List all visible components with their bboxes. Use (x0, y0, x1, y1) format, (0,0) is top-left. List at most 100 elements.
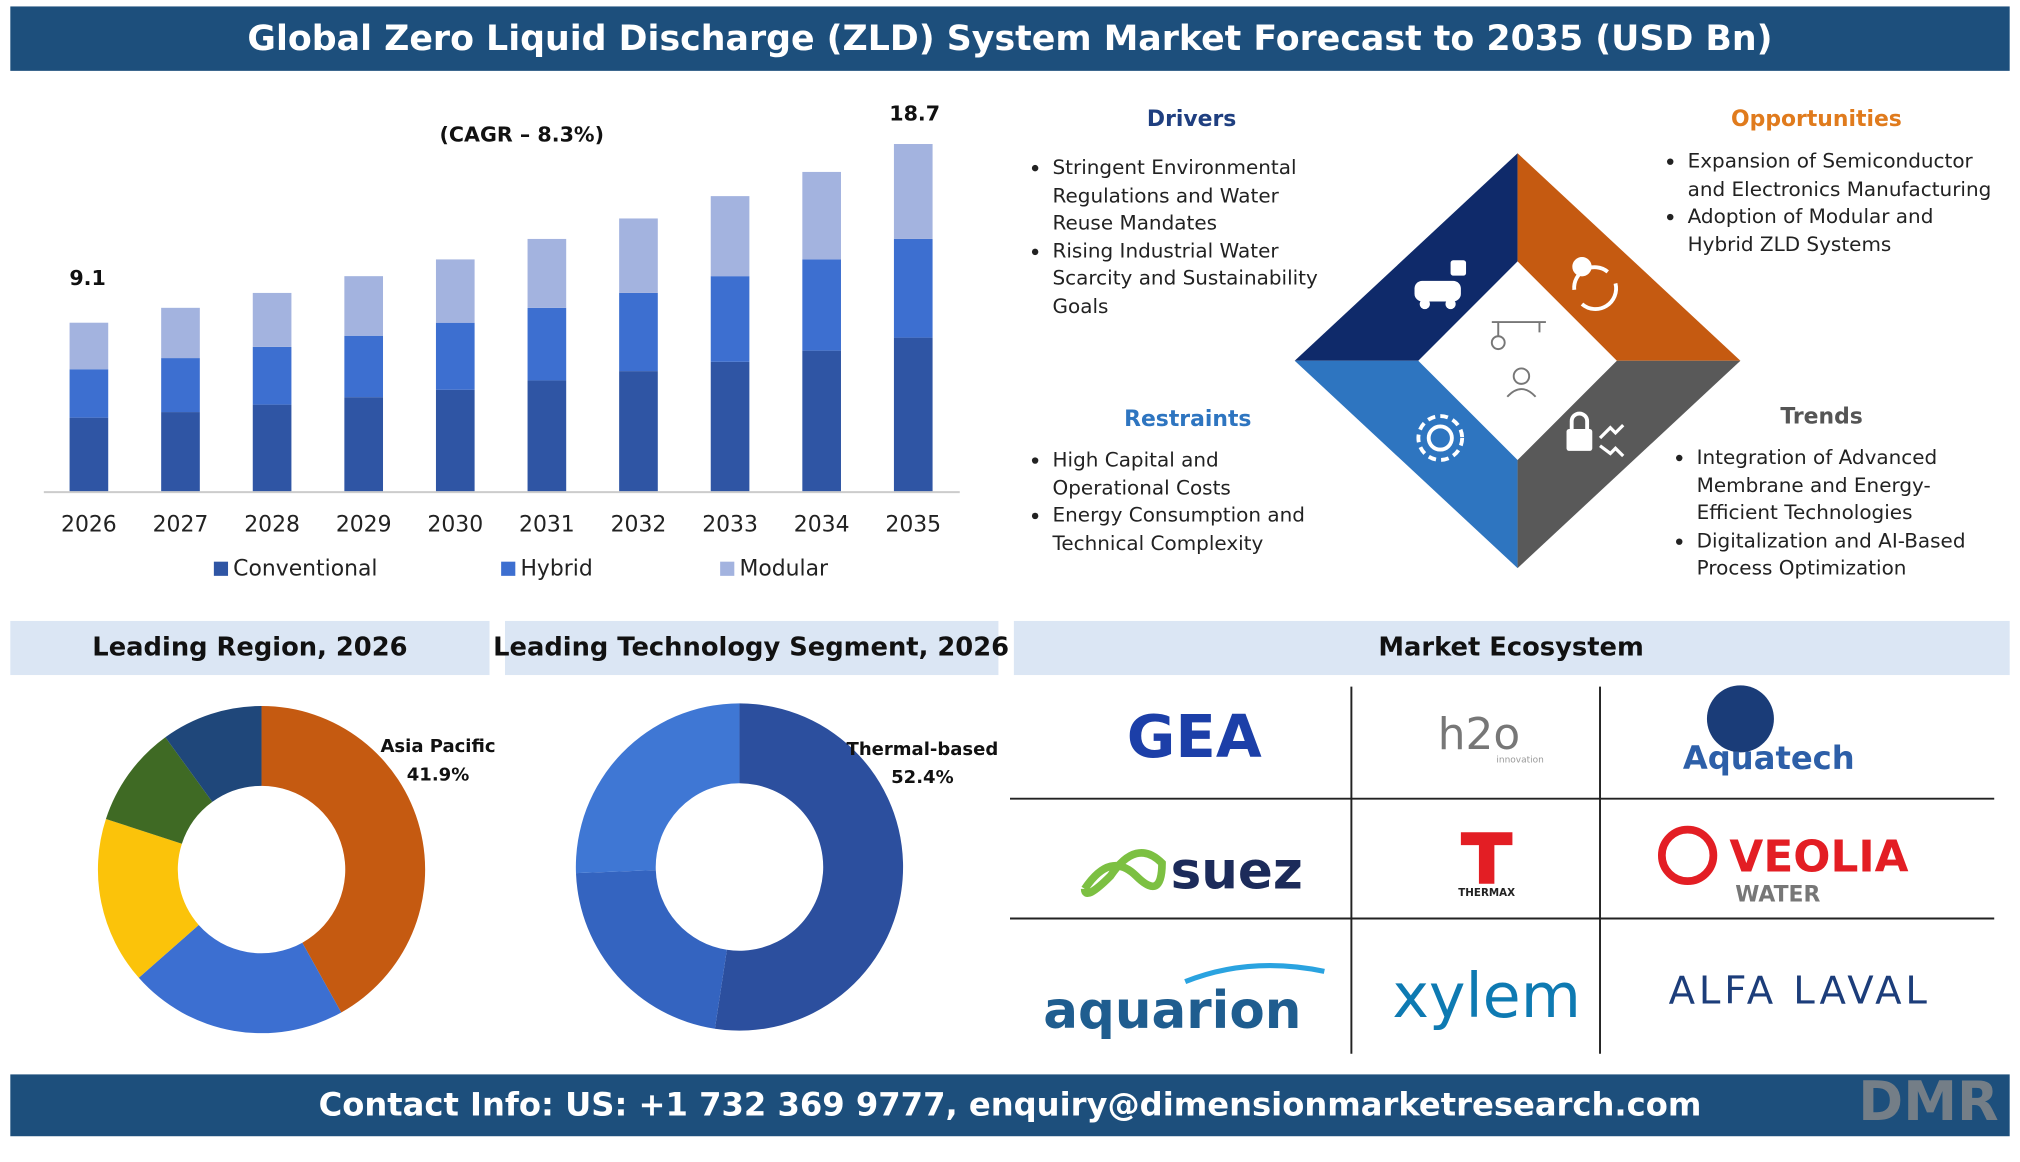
center-icon (1490, 321, 1546, 398)
bar-segment (344, 335, 384, 398)
bar-segment (710, 196, 750, 277)
bar-segment (252, 404, 292, 493)
icon-money (1572, 257, 1618, 311)
opportunities-list: Expansion of Semiconductor and Electroni… (1659, 148, 1994, 277)
restraints-title: Restraints (1124, 407, 1251, 432)
section-header (505, 620, 999, 676)
bar-segment (435, 259, 475, 323)
donut-slice (97, 819, 199, 978)
logo: Aquatech (1683, 739, 1855, 777)
quadrant (1294, 360, 1518, 569)
logo: THERMAX (1458, 887, 1515, 899)
bar-segment (893, 337, 933, 493)
logo: aquarion (1043, 981, 1301, 1041)
logos: GEA h2o innovation Aquatech suez THERMAX… (1043, 685, 1931, 1041)
slice-label: Asia Pacific (380, 736, 495, 757)
bar-segment (619, 218, 658, 293)
section-title: Leading Region, 2026 (92, 632, 407, 662)
x-tick-label: 2032 (611, 513, 667, 538)
bullet-item: Energy Consumption and Technical Complex… (1053, 502, 1334, 557)
bar-segment (69, 322, 109, 370)
annotation: 18.7 (889, 101, 940, 125)
slice-value-label: 52.4% (891, 767, 954, 788)
legend-label: Conventional (233, 556, 377, 581)
quadrant (1294, 153, 1518, 361)
icon-gear (1416, 414, 1465, 462)
annotation: (CAGR – 8.3%) (439, 122, 604, 146)
annotation: 9.1 (69, 266, 106, 290)
icon-car (1414, 260, 1467, 310)
logo: GEA (1127, 702, 1262, 771)
section-title: Leading Technology Segment, 2026 (493, 632, 1009, 662)
logo: xylem (1392, 960, 1581, 1032)
donut-slice (138, 924, 342, 1034)
donut-slice (261, 705, 426, 1013)
x-tick-label: 2030 (427, 513, 483, 538)
logo-emblem (1460, 832, 1513, 884)
drivers-list: Stringent Environmental Regulations and … (1024, 155, 1320, 335)
bullet-item: Stringent Environmental Regulations and … (1053, 155, 1321, 238)
bar-segment (69, 417, 109, 493)
x-tick-label: 2031 (519, 513, 575, 538)
section-header (10, 620, 490, 676)
donut-slice (105, 737, 213, 844)
bar-segment (802, 171, 841, 260)
bullet-item: Digitalization and AI-Based Process Opti… (1697, 528, 2010, 583)
bullet-item: Integration of Advanced Membrane and Ene… (1697, 444, 2010, 527)
bar-segment (435, 322, 475, 390)
bar-segment (161, 358, 200, 413)
title-bar (10, 6, 2010, 71)
logo-emblem (1657, 825, 1718, 886)
bar-segment (69, 369, 109, 418)
contact: Contact Info: US: +1 732 369 9777, enqui… (319, 1086, 1702, 1124)
bullet-item: Expansion of Semiconductor and Electroni… (1688, 148, 1995, 203)
bullet-item: High Capital and Operational Costs (1053, 447, 1334, 502)
section-title: Market Ecosystem (1378, 632, 1643, 662)
trends-list: Integration of Advanced Membrane and Ene… (1668, 444, 2009, 586)
logo-sub: WATER (1735, 882, 1820, 907)
trends-title: Trends (1780, 404, 1862, 429)
bar-segment (527, 380, 567, 493)
x-tick-label: 2029 (336, 513, 392, 538)
bar-segment (619, 292, 658, 372)
x-tick-label: 2028 (244, 513, 300, 538)
brand-logo: DMR (1858, 1070, 1998, 1133)
bullet-item: Rising Industrial Water Scarcity and Sus… (1053, 238, 1321, 321)
x-tick-label: 2033 (702, 513, 758, 538)
logo: suez (1171, 842, 1303, 902)
legend-swatch (213, 561, 229, 576)
bar-segment (435, 389, 475, 493)
donut-slice (165, 705, 262, 802)
icon-lock (1566, 411, 1625, 458)
legend-swatch (720, 561, 735, 576)
bar-segment (527, 238, 567, 308)
bar-segment (161, 412, 200, 493)
ecosystem-grid (1010, 686, 1995, 1054)
bar-segment (802, 350, 841, 493)
donut-slice (575, 703, 740, 874)
restraints-list: High Capital and Operational CostsEnergy… (1024, 447, 1333, 576)
logo: VEOLIA (1729, 831, 1908, 882)
logo: h2o (1438, 709, 1520, 760)
legend-swatch (501, 561, 516, 576)
donut-slice (714, 703, 904, 1031)
bullet-item: Adoption of Modular and Hybrid ZLD Syste… (1688, 204, 1995, 259)
bar-segment (619, 371, 658, 493)
drivers-title: Drivers (1147, 107, 1236, 132)
bar-segment (893, 238, 933, 338)
logo-sub: innovation (1496, 756, 1544, 766)
x-tick-label: 2034 (794, 513, 850, 538)
bar-segment (161, 307, 200, 359)
slice-label: Thermal-based (847, 739, 999, 760)
quadrant (1517, 153, 1741, 361)
center (1418, 261, 1617, 460)
bar-segment (710, 276, 750, 362)
quadrant (1517, 360, 1741, 569)
bar-segment (252, 292, 292, 347)
donut-slice (575, 870, 727, 1029)
section-header (1013, 620, 2010, 676)
x-tick-label: 2027 (153, 513, 209, 538)
logo: ALFA LAVAL (1669, 969, 1931, 1014)
